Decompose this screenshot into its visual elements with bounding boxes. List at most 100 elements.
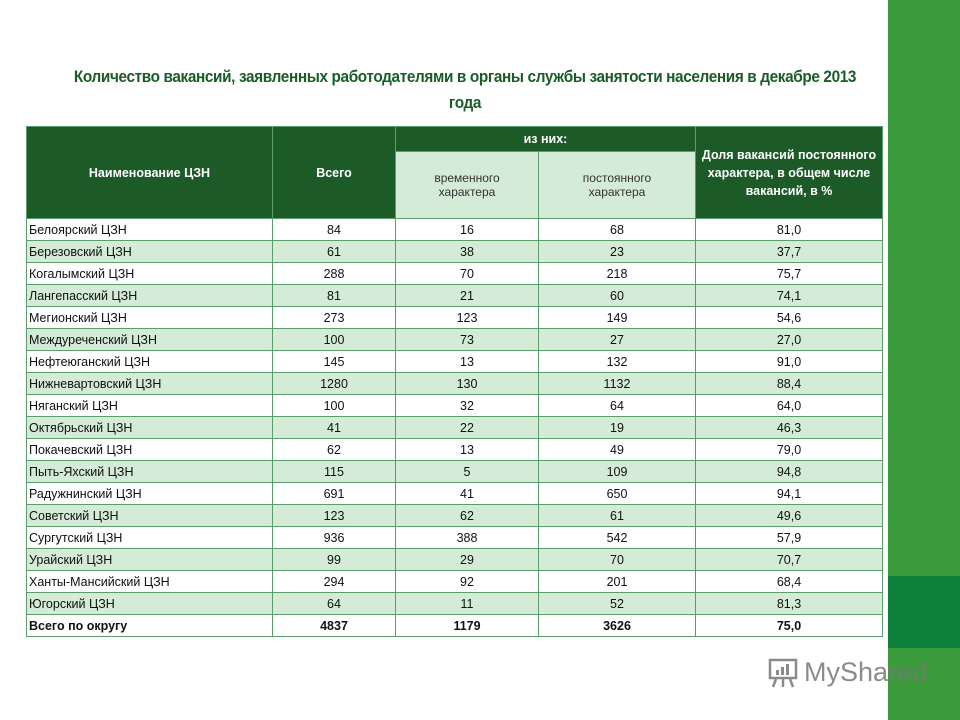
cell-temporary: 22 xyxy=(395,416,539,439)
cell-permanent: 23 xyxy=(538,240,696,263)
cell-permanent: 132 xyxy=(538,350,696,373)
cell-temporary: 41 xyxy=(395,482,539,505)
cell-total: 100 xyxy=(272,328,396,351)
table-row: Лангепасский ЦЗН 81 21 60 74,1 xyxy=(26,284,883,307)
cell-permanent: 218 xyxy=(538,262,696,285)
cell-total: 99 xyxy=(272,548,396,571)
cell-temporary: 32 xyxy=(395,394,539,417)
cell-share: 46,3 xyxy=(695,416,883,439)
cell-total: 1280 xyxy=(272,372,396,395)
table-row: Междуреченский ЦЗН 100 73 27 27,0 xyxy=(26,328,883,351)
cell-total: 41 xyxy=(272,416,396,439)
cell-name: Покачевский ЦЗН xyxy=(26,438,273,461)
cell-name: Междуреченский ЦЗН xyxy=(26,328,273,351)
cell-permanent: 542 xyxy=(538,526,696,549)
cell-permanent: 19 xyxy=(538,416,696,439)
table-row: Мегионский ЦЗН 273 123 149 54,6 xyxy=(26,306,883,329)
cell-share: 81,3 xyxy=(695,592,883,615)
cell-name: Белоярский ЦЗН xyxy=(26,218,273,241)
cell-name: Лангепасский ЦЗН xyxy=(26,284,273,307)
decorative-band-middle xyxy=(888,576,960,648)
cell-share: 27,0 xyxy=(695,328,883,351)
cell-share: 57,9 xyxy=(695,526,883,549)
cell-permanent: 149 xyxy=(538,306,696,329)
header-total: Всего xyxy=(272,126,396,219)
table-row: Когалымский ЦЗН 288 70 218 75,7 xyxy=(26,262,883,285)
cell-share: 54,6 xyxy=(695,306,883,329)
header-of-which: из них: xyxy=(395,126,696,152)
cell-permanent: 49 xyxy=(538,438,696,461)
cell-name: Пыть-Яхский ЦЗН xyxy=(26,460,273,483)
table-row: Нефтеюганский ЦЗН 145 13 132 91,0 xyxy=(26,350,883,373)
cell-share: 68,4 xyxy=(695,570,883,593)
cell-permanent: 61 xyxy=(538,504,696,527)
cell-permanent: 70 xyxy=(538,548,696,571)
cell-permanent: 1132 xyxy=(538,372,696,395)
cell-temporary: 388 xyxy=(395,526,539,549)
cell-name: Нижневартовский ЦЗН xyxy=(26,372,273,395)
cell-temporary: 16 xyxy=(395,218,539,241)
table-row: Нижневартовский ЦЗН 1280 130 1132 88,4 xyxy=(26,372,883,395)
cell-total: 62 xyxy=(272,438,396,461)
cell-name: Радужнинский ЦЗН xyxy=(26,482,273,505)
cell-permanent: 27 xyxy=(538,328,696,351)
cell-total: 294 xyxy=(272,570,396,593)
cell-temporary: 38 xyxy=(395,240,539,263)
cell-name: Октябрьский ЦЗН xyxy=(26,416,273,439)
cell-name: Всего по округу xyxy=(26,614,273,637)
table-row: Урайский ЦЗН 99 29 70 70,7 xyxy=(26,548,883,571)
cell-share: 49,6 xyxy=(695,504,883,527)
cell-share: 91,0 xyxy=(695,350,883,373)
cell-temporary: 92 xyxy=(395,570,539,593)
table-row: Сургутский ЦЗН 936 388 542 57,9 xyxy=(26,526,883,549)
cell-temporary: 70 xyxy=(395,262,539,285)
cell-name: Березовский ЦЗН xyxy=(26,240,273,263)
cell-share: 37,7 xyxy=(695,240,883,263)
header-share: Доля вакансий постоянного характера, в о… xyxy=(695,126,883,219)
cell-total: 64 xyxy=(272,592,396,615)
cell-temporary: 1179 xyxy=(395,614,539,637)
cell-share: 70,7 xyxy=(695,548,883,571)
header-name: Наименование ЦЗН xyxy=(26,126,273,219)
cell-total: 4837 xyxy=(272,614,396,637)
table-row: Югорский ЦЗН 64 11 52 81,3 xyxy=(26,592,883,615)
cell-name: Мегионский ЦЗН xyxy=(26,306,273,329)
cell-permanent: 650 xyxy=(538,482,696,505)
presentation-chart-icon xyxy=(768,658,798,688)
cell-permanent: 60 xyxy=(538,284,696,307)
cell-share: 74,1 xyxy=(695,284,883,307)
cell-permanent: 52 xyxy=(538,592,696,615)
cell-share: 94,1 xyxy=(695,482,883,505)
table-row: Березовский ЦЗН 61 38 23 37,7 xyxy=(26,240,883,263)
cell-share: 79,0 xyxy=(695,438,883,461)
table-row: Октябрьский ЦЗН 41 22 19 46,3 xyxy=(26,416,883,439)
cell-permanent: 3626 xyxy=(538,614,696,637)
cell-total: 691 xyxy=(272,482,396,505)
cell-share: 75,0 xyxy=(695,614,883,637)
cell-share: 64,0 xyxy=(695,394,883,417)
cell-name: Советский ЦЗН xyxy=(26,504,273,527)
cell-permanent: 68 xyxy=(538,218,696,241)
cell-share: 75,7 xyxy=(695,262,883,285)
cell-temporary: 73 xyxy=(395,328,539,351)
slide-title: Количество вакансий, заявленных работода… xyxy=(73,68,857,112)
table-row: Радужнинский ЦЗН 691 41 650 94,1 xyxy=(26,482,883,505)
cell-temporary: 123 xyxy=(395,306,539,329)
cell-permanent: 201 xyxy=(538,570,696,593)
cell-total: 273 xyxy=(272,306,396,329)
cell-total: 123 xyxy=(272,504,396,527)
cell-name: Когалымский ЦЗН xyxy=(26,262,273,285)
table-row: Покачевский ЦЗН 62 13 49 79,0 xyxy=(26,438,883,461)
header-permanent: постоянного характера xyxy=(538,151,696,219)
cell-share: 94,8 xyxy=(695,460,883,483)
cell-total: 288 xyxy=(272,262,396,285)
cell-total: 100 xyxy=(272,394,396,417)
cell-name: Нефтеюганский ЦЗН xyxy=(26,350,273,373)
cell-temporary: 13 xyxy=(395,350,539,373)
cell-name: Югорский ЦЗН xyxy=(26,592,273,615)
table-row: Пыть-Яхский ЦЗН 115 5 109 94,8 xyxy=(26,460,883,483)
cell-temporary: 29 xyxy=(395,548,539,571)
cell-name: Сургутский ЦЗН xyxy=(26,526,273,549)
cell-share: 81,0 xyxy=(695,218,883,241)
cell-temporary: 21 xyxy=(395,284,539,307)
